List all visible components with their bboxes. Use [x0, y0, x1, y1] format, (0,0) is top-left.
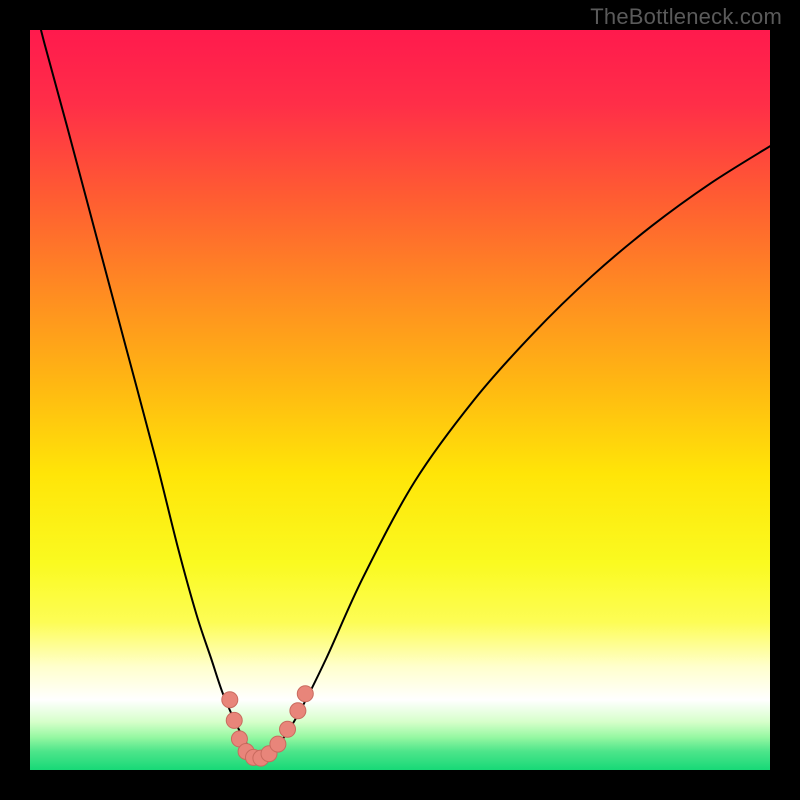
marker-point: [270, 736, 286, 752]
marker-point: [280, 721, 296, 737]
plot-area: [30, 30, 770, 770]
marker-point: [226, 712, 242, 728]
watermark-text: TheBottleneck.com: [590, 4, 782, 30]
marker-point: [222, 692, 238, 708]
marker-point: [297, 686, 313, 702]
marker-point: [290, 703, 306, 719]
chart-svg: [30, 30, 770, 770]
